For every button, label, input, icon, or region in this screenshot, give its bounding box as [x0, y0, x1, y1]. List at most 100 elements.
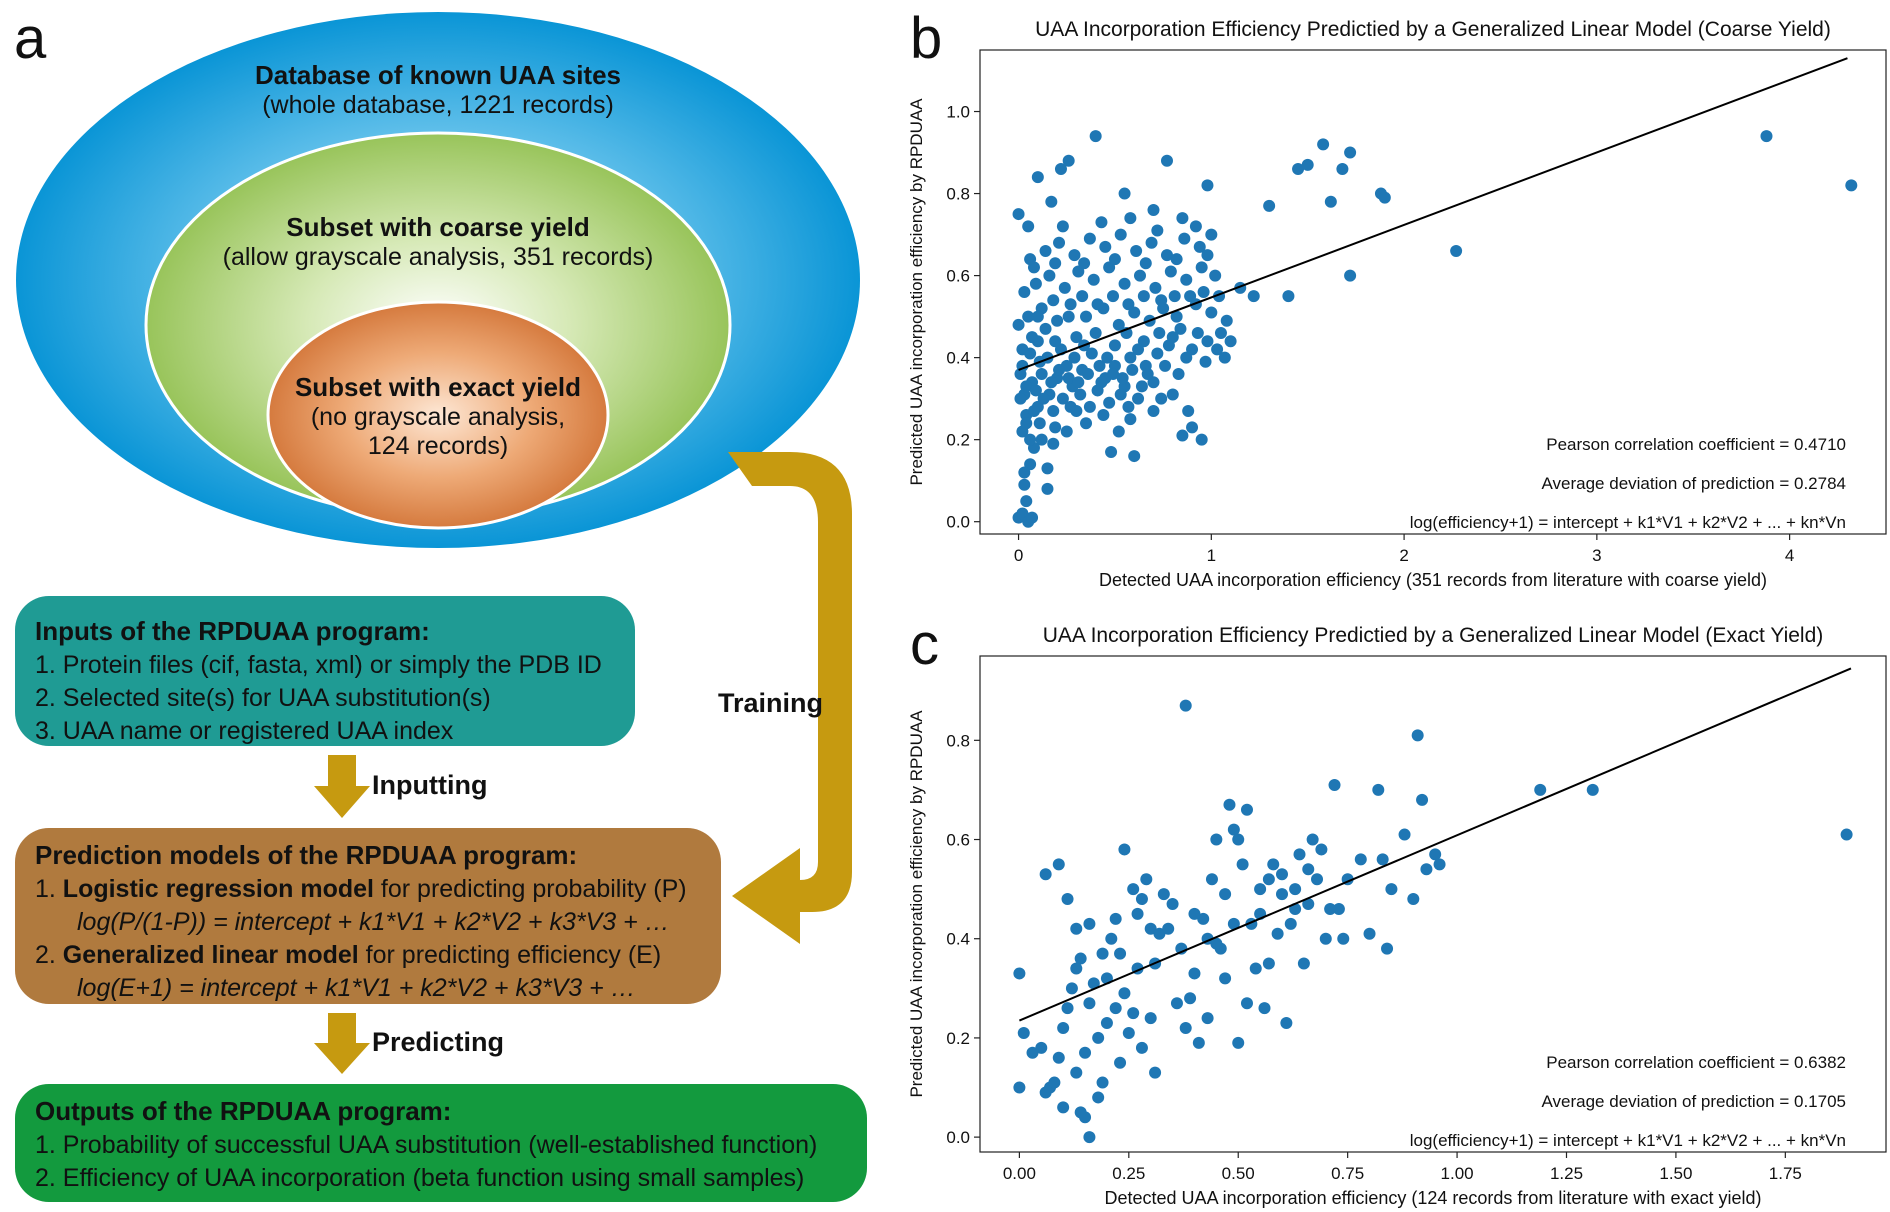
- data-point: [1407, 893, 1420, 906]
- data-point: [1114, 1056, 1127, 1069]
- data-point: [1080, 417, 1093, 430]
- data-point: [1159, 359, 1172, 372]
- y-tick-label: 0.2: [946, 431, 970, 450]
- y-tick-label: 0.6: [946, 831, 970, 850]
- data-point: [1072, 376, 1085, 389]
- y-axis-label: Predicted UAA incorporation efficiency b…: [907, 98, 926, 486]
- data-point: [1137, 290, 1150, 303]
- data-point: [1210, 833, 1223, 846]
- data-point: [1052, 1051, 1065, 1064]
- data-point: [1053, 363, 1066, 376]
- data-point: [1096, 1076, 1109, 1089]
- data-point: [1306, 833, 1319, 846]
- x-tick-label: 1: [1207, 546, 1216, 565]
- outputs-item: 1. Probability of successful UAA substit…: [35, 1131, 818, 1159]
- data-point: [1429, 848, 1442, 861]
- x-tick-label: 1.00: [1441, 1164, 1474, 1183]
- data-point: [1170, 310, 1183, 323]
- data-point: [1052, 858, 1065, 871]
- data-point: [1209, 269, 1222, 282]
- data-point: [1124, 351, 1137, 364]
- panel-a-letter: a: [14, 6, 47, 71]
- data-point: [1020, 417, 1033, 430]
- data-point: [1124, 212, 1137, 225]
- data-point: [1105, 445, 1118, 458]
- data-point: [1232, 833, 1245, 846]
- data-point: [1168, 290, 1181, 303]
- data-point: [1062, 154, 1075, 167]
- data-point: [1276, 868, 1288, 881]
- panel-b-letter: b: [910, 6, 943, 71]
- data-point: [1249, 962, 1262, 975]
- y-tick-label: 0.8: [946, 731, 970, 750]
- data-point: [1132, 343, 1145, 356]
- data-point: [1302, 863, 1315, 876]
- data-point: [1162, 922, 1175, 935]
- data-point: [1135, 1041, 1148, 1054]
- data-point: [1188, 967, 1201, 980]
- data-point: [1315, 843, 1328, 856]
- data-point: [1027, 261, 1040, 274]
- x-tick-label: 3: [1592, 546, 1601, 565]
- data-point: [1118, 987, 1131, 1000]
- data-point: [1276, 888, 1288, 901]
- data-point: [1166, 898, 1179, 910]
- data-point: [1332, 902, 1345, 915]
- data-point: [1022, 310, 1035, 323]
- data-point: [1100, 1017, 1113, 1030]
- data-point: [1058, 281, 1071, 294]
- data-point: [1047, 437, 1060, 450]
- x-axis-label: Detected UAA incorporation efficiency (1…: [1105, 1188, 1762, 1208]
- x-tick-label: 1.75: [1769, 1164, 1802, 1183]
- data-point: [1017, 1026, 1030, 1039]
- data-point: [1147, 404, 1160, 417]
- data-point: [1049, 421, 1062, 434]
- data-point: [1081, 368, 1094, 381]
- data-point: [1114, 228, 1127, 241]
- data-point: [1122, 400, 1135, 413]
- data-point: [1282, 290, 1295, 303]
- data-point: [1018, 478, 1031, 491]
- data-point: [1124, 413, 1137, 426]
- data-point: [1018, 286, 1031, 298]
- data-point: [1029, 277, 1042, 290]
- data-point: [1097, 409, 1110, 422]
- data-point: [1037, 392, 1050, 405]
- data-point: [1205, 228, 1218, 241]
- inner-ellipse-label: Subset with exact yield (no grayscale an…: [268, 372, 608, 461]
- data-point: [1254, 883, 1267, 896]
- inputs-item: 1. Protein files (cif, fasta, xml) or si…: [35, 651, 602, 679]
- models-box-title: Prediction models of the RPDUAA program:: [35, 840, 578, 870]
- data-point: [1026, 331, 1039, 344]
- predicting-arrow: [314, 1013, 370, 1074]
- data-point: [1262, 873, 1275, 886]
- data-point: [1114, 947, 1127, 960]
- data-point: [1029, 384, 1042, 397]
- data-point: [1020, 495, 1033, 508]
- data-point: [1049, 257, 1062, 270]
- inputting-arrow: [314, 755, 370, 818]
- y-tick-label: 0.2: [946, 1029, 970, 1048]
- data-point: [1153, 927, 1166, 940]
- data-point: [1095, 216, 1108, 229]
- data-point: [1054, 162, 1067, 175]
- data-point: [1420, 863, 1433, 876]
- data-point: [1039, 868, 1052, 881]
- data-point: [1099, 240, 1112, 253]
- y-tick-label: 0.6: [946, 267, 970, 286]
- flow-arrows: [314, 452, 852, 1074]
- data-point: [1022, 220, 1035, 233]
- chart-annotation: Pearson correlation coefficient = 0.6382: [1546, 1053, 1846, 1072]
- chart-annotation: Average deviation of prediction = 0.1705: [1542, 1092, 1847, 1111]
- data-point: [1210, 937, 1223, 950]
- data-point: [1302, 898, 1315, 910]
- data-point: [1089, 327, 1102, 340]
- data-point: [1160, 249, 1173, 262]
- chart-title: UAA Incorporation Efficiency Predictied …: [1043, 624, 1824, 647]
- data-point: [1337, 932, 1350, 945]
- data-point: [1184, 290, 1197, 303]
- x-tick-label: 2: [1399, 546, 1408, 565]
- data-point: [1035, 1041, 1048, 1054]
- outer-ellipse-title: Database of known UAA sites: [254, 60, 621, 90]
- data-point: [1170, 253, 1183, 266]
